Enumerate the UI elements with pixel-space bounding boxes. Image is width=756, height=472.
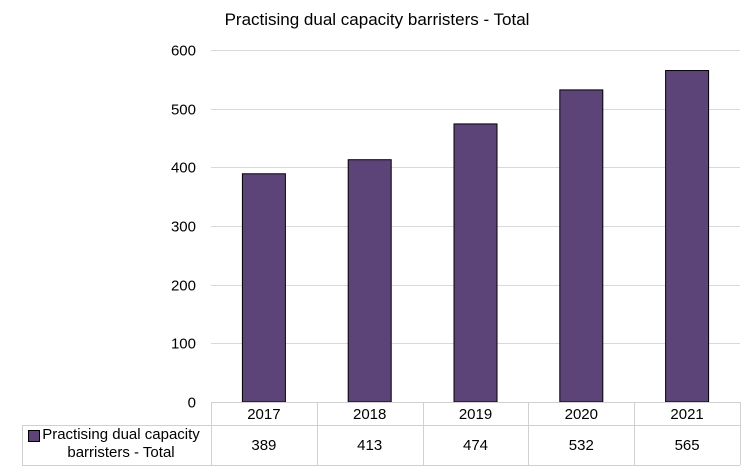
table-value-cell: 474: [463, 437, 488, 454]
y-tick-label: 200: [171, 278, 196, 295]
y-tick-label: 400: [171, 160, 196, 177]
bar-2018: [347, 159, 392, 403]
y-tick-label: 0: [188, 395, 196, 412]
table-value-cell: 413: [357, 437, 382, 454]
legend-swatch: [28, 430, 40, 442]
table-value-cell: 532: [569, 437, 594, 454]
x-category-label: 2019: [459, 406, 492, 423]
y-tick-label: 300: [171, 219, 196, 236]
x-category-label: 2017: [247, 406, 280, 423]
x-category-label: 2021: [670, 406, 703, 423]
x-category-label: 2018: [353, 406, 386, 423]
x-category-label: 2020: [565, 406, 598, 423]
bar-2021: [665, 70, 710, 403]
y-tick-label: 600: [171, 43, 196, 60]
y-axis: 0 100 200 300 400 500 600: [171, 43, 196, 412]
bar-2017: [241, 173, 286, 403]
data-table: 2017 389 2018 413 2019 474 2020 532 2021 565: [22, 402, 741, 466]
bars: [241, 70, 710, 403]
bar-2019: [453, 123, 498, 403]
y-tick-label: 500: [171, 102, 196, 119]
bar-2020: [559, 89, 604, 403]
chart-title: Practising dual capacity barristers - To…: [0, 10, 756, 30]
chart-title-text: Practising dual capacity barristers - To…: [224, 10, 530, 29]
table-value-cell: 389: [251, 437, 276, 454]
legend-series-label: Practising dual capacity barristers - To…: [42, 426, 200, 461]
y-tick-label: 100: [171, 336, 196, 353]
table-value-cell: 565: [675, 437, 700, 454]
